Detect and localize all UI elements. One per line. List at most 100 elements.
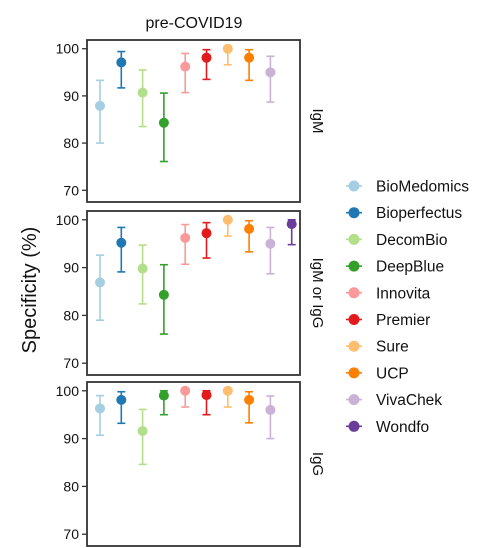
series-sure [222, 214, 233, 237]
y-tick-label: 100 [56, 212, 80, 228]
series-sure [222, 385, 233, 408]
panel-frame [86, 39, 301, 203]
legend-label: Bioperfectus [376, 205, 462, 222]
legend-item-innovita: Innovita [346, 285, 431, 302]
y-axis-label: Specificity (%) [19, 227, 41, 354]
panels: 70 80 90 100 IgM 70 80 90 100 IgM or IgG 70 80 90 100… [56, 39, 326, 547]
strip-label-igm-or-igg: IgM or IgG [309, 258, 326, 329]
legend-label: BioMedomics [376, 179, 469, 196]
legend-label: Innovita [376, 285, 431, 302]
y-tick-label: 100 [56, 383, 80, 399]
legend-label: Premier [376, 312, 430, 329]
legend-item-deepblue: DeepBlue [346, 259, 444, 276]
strip-label-igm: IgM [309, 108, 326, 133]
legend: BioMedomics Bioperfectus DecomBio DeepBlue I… [346, 179, 469, 436]
panel-igg: 70 80 90 100 IgG [56, 381, 326, 547]
series-bioperfectus [116, 226, 127, 273]
legend-label: DeepBlue [376, 259, 444, 276]
series-vivachek [265, 226, 276, 275]
series-deepblue [158, 92, 169, 163]
legend-item-sure: Sure [346, 339, 409, 356]
legend-item-vivachek: VivaChek [346, 392, 442, 409]
y-tick-label: 80 [63, 478, 79, 494]
y-tick-label: 90 [63, 431, 79, 447]
point-innovita [180, 232, 191, 243]
strip-label-igg: IgG [309, 452, 326, 476]
point-innovita [180, 61, 191, 72]
y-tick-label: 80 [63, 307, 79, 323]
point-bioperfectus [116, 237, 127, 248]
point-sure [222, 43, 233, 54]
series-deepblue [158, 389, 169, 416]
panel-frame [86, 381, 301, 547]
legend-key-dot [348, 260, 360, 272]
point-deepblue [158, 390, 169, 401]
point-bioperfectus [116, 57, 127, 68]
series-deepblue [158, 263, 169, 335]
series-biomedomics [95, 79, 105, 144]
legend-item-ucp: UCP [346, 365, 409, 382]
y-tick-label: 100 [56, 41, 80, 57]
series-biomedomics [95, 394, 105, 437]
series-wondfo [286, 218, 297, 246]
point-vivachek [265, 238, 276, 249]
legend-key-dot [348, 287, 360, 299]
point-innovita [180, 385, 191, 396]
legend-label: VivaChek [376, 392, 442, 409]
y-tick-label: 70 [63, 355, 79, 371]
point-sure [222, 385, 233, 396]
series-innovita [180, 52, 191, 94]
y-tick-label: 90 [63, 260, 79, 276]
series-bioperfectus [116, 50, 127, 89]
point-ucp [244, 223, 255, 234]
point-decombio [137, 263, 148, 274]
series-ucp [244, 219, 255, 253]
point-vivachek [265, 67, 276, 78]
point-premier [201, 390, 212, 401]
legend-item-bioperfectus: Bioperfectus [346, 205, 462, 222]
series-premier [201, 48, 212, 81]
point-bioperfectus [116, 394, 127, 405]
point-biomedomics [95, 403, 105, 414]
series-premier [201, 389, 212, 416]
point-biomedomics [95, 100, 105, 111]
point-decombio [137, 425, 148, 436]
point-premier [201, 52, 212, 63]
legend-key-dot [348, 394, 360, 406]
y-tick-label: 90 [63, 88, 79, 104]
legend-key-dot [348, 367, 360, 379]
series-vivachek [265, 55, 276, 103]
point-ucp [244, 394, 255, 405]
legend-key-dot [348, 233, 360, 245]
y-tick-label: 70 [63, 182, 79, 198]
point-vivachek [265, 404, 276, 415]
legend-key-dot [348, 340, 360, 352]
series-sure [222, 43, 233, 66]
series-vivachek [265, 395, 276, 440]
legend-item-decombio: DecomBio [346, 232, 448, 249]
series-ucp [244, 48, 255, 82]
panel-igm-or-igg: 70 80 90 100 IgM or IgG [56, 210, 326, 376]
panel-frame [86, 210, 301, 376]
point-wondfo [286, 219, 297, 230]
series-bioperfectus [116, 390, 127, 425]
series-premier [201, 221, 212, 259]
y-tick-label: 80 [63, 135, 79, 151]
series-biomedomics [95, 254, 105, 321]
legend-label: DecomBio [376, 232, 448, 249]
point-decombio [137, 87, 148, 98]
legend-key-dot [348, 207, 360, 219]
panel-igm: 70 80 90 100 IgM [56, 39, 326, 203]
series-decombio [137, 69, 148, 128]
legend-key-dot [348, 180, 360, 192]
point-biomedomics [95, 277, 105, 288]
chart-title: pre-COVID19 [146, 15, 243, 32]
y-tick-label: 70 [63, 526, 79, 542]
point-ucp [244, 52, 255, 63]
point-deepblue [158, 289, 169, 300]
legend-item-biomedomics: BioMedomics [346, 179, 469, 196]
series-ucp [244, 390, 255, 424]
legend-key-dot [348, 420, 360, 432]
series-decombio [137, 408, 148, 466]
